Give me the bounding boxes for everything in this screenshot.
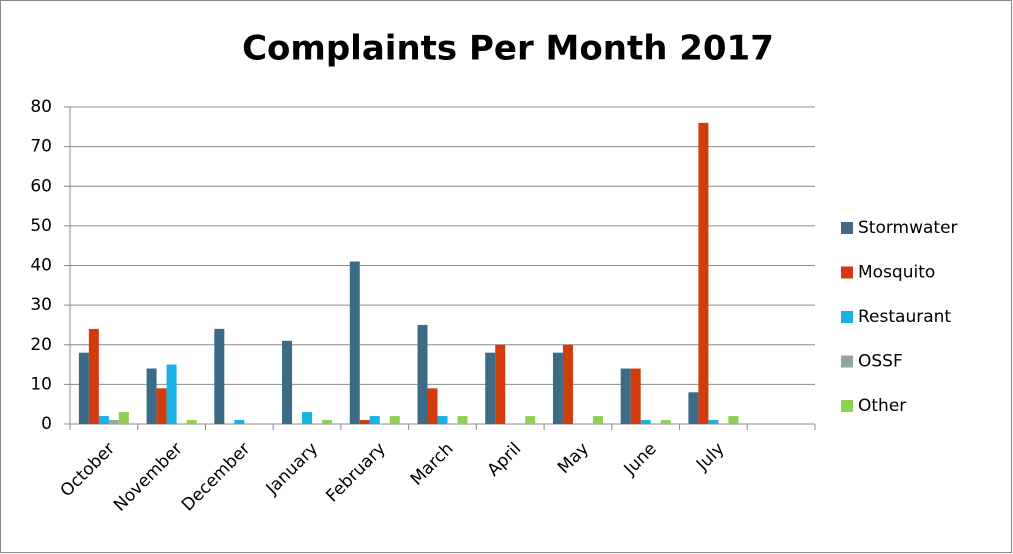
bar	[698, 122, 709, 424]
bar	[369, 416, 380, 424]
legend-label: Other	[858, 396, 906, 416]
bar	[728, 416, 739, 424]
bar	[660, 420, 671, 424]
bar	[592, 416, 603, 424]
bar	[78, 352, 89, 424]
bar	[322, 420, 333, 424]
y-tick-label: 40	[30, 256, 52, 276]
bar	[234, 420, 245, 424]
bar	[186, 420, 197, 424]
bar	[495, 344, 506, 424]
bar	[640, 420, 651, 424]
bar	[359, 420, 370, 424]
bar	[630, 368, 641, 424]
bar	[146, 368, 157, 424]
bar	[552, 352, 563, 424]
bar	[688, 392, 699, 424]
bar	[562, 344, 573, 424]
y-tick-label: 10	[30, 374, 52, 394]
y-tick-label: 70	[30, 137, 52, 157]
legend-swatch	[841, 311, 853, 323]
y-tick-label: 80	[30, 97, 52, 117]
bar	[166, 364, 177, 424]
y-tick-label: 0	[41, 414, 52, 434]
bar	[349, 261, 360, 424]
bar	[525, 416, 536, 424]
bar	[156, 388, 167, 424]
legend-label: Restaurant	[858, 307, 951, 327]
y-tick-label: 60	[30, 176, 52, 196]
y-tick-label: 30	[30, 295, 52, 315]
bar	[88, 328, 99, 424]
legend-label: OSSF	[858, 352, 903, 372]
bar	[118, 412, 129, 424]
bar	[485, 352, 496, 424]
legend-swatch	[841, 400, 853, 412]
bar	[389, 416, 400, 424]
legend-label: Stormwater	[858, 218, 958, 238]
legend-swatch	[841, 222, 853, 234]
y-tick-label: 50	[30, 216, 52, 236]
y-tick-label: 20	[30, 335, 52, 355]
legend-swatch	[841, 266, 853, 279]
bar	[457, 416, 468, 424]
bar	[437, 416, 448, 424]
bar	[214, 328, 225, 424]
bar	[108, 420, 119, 424]
legend-label: Mosquito	[858, 263, 935, 283]
bar	[427, 388, 438, 424]
bar	[282, 340, 293, 424]
bar	[98, 416, 109, 424]
chart-title: Complaints Per Month 2017	[242, 29, 774, 69]
bar	[620, 368, 631, 424]
bar	[708, 420, 719, 424]
bar	[302, 412, 313, 424]
bar	[417, 324, 428, 424]
legend-swatch	[841, 355, 853, 368]
